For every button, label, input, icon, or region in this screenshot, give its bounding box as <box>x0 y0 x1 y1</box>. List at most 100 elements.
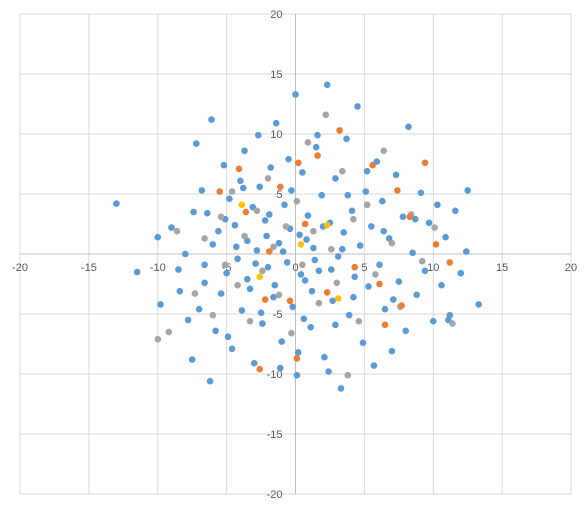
data-point <box>267 164 275 171</box>
data-point <box>220 161 228 169</box>
data-point <box>372 271 379 278</box>
data-point <box>430 317 437 325</box>
data-point <box>184 316 192 324</box>
data-point <box>329 297 337 305</box>
data-point <box>340 229 348 236</box>
data-point <box>237 177 244 185</box>
data-point <box>388 239 396 247</box>
data-point <box>344 371 352 379</box>
data-point <box>392 171 400 179</box>
data-point <box>301 277 309 284</box>
data-point <box>350 293 357 301</box>
data-point <box>464 187 472 194</box>
data-point <box>350 215 357 223</box>
data-point <box>296 231 303 239</box>
data-point <box>277 183 284 191</box>
data-point <box>234 255 241 263</box>
data-point <box>234 281 241 289</box>
data-point <box>310 227 317 235</box>
data-point <box>457 269 465 277</box>
x-tick-label: -5 <box>222 262 232 274</box>
data-point <box>297 241 305 248</box>
data-point <box>311 256 319 264</box>
data-point <box>289 303 297 311</box>
data-point <box>231 221 239 229</box>
data-point <box>113 200 120 207</box>
series-2 <box>216 127 454 373</box>
data-point <box>238 307 246 314</box>
data-point <box>264 263 272 271</box>
data-point <box>165 328 173 336</box>
data-point <box>334 253 342 260</box>
x-tick-label: 5 <box>361 262 367 274</box>
data-point <box>304 139 312 146</box>
data-point <box>413 291 421 299</box>
data-point <box>215 227 222 235</box>
data-point <box>315 299 323 307</box>
data-point <box>244 237 251 245</box>
data-point <box>325 368 332 375</box>
data-point <box>318 191 326 199</box>
data-point <box>208 116 215 123</box>
data-point <box>221 261 229 269</box>
data-point <box>195 305 203 313</box>
data-point <box>223 269 230 277</box>
data-point <box>283 259 291 266</box>
series-3 <box>238 201 342 302</box>
data-point <box>293 371 301 379</box>
y-tick-label: -5 <box>273 309 283 321</box>
data-point <box>362 188 370 195</box>
data-point <box>365 283 372 290</box>
data-point <box>257 309 265 317</box>
data-point <box>390 296 397 303</box>
data-point <box>359 339 367 347</box>
data-point <box>368 223 375 230</box>
data-point <box>264 175 272 182</box>
data-point <box>343 135 350 143</box>
data-point <box>395 278 403 285</box>
data-point <box>278 338 286 345</box>
data-point <box>442 233 449 241</box>
axes <box>20 14 571 494</box>
x-tick-label: 20 <box>565 262 577 274</box>
data-point <box>241 147 248 155</box>
data-point <box>394 187 401 194</box>
data-point <box>270 293 277 301</box>
x-tick-label: -15 <box>81 262 97 274</box>
data-point <box>418 257 426 265</box>
data-point <box>307 323 315 331</box>
data-point <box>209 311 217 319</box>
data-point <box>226 195 233 203</box>
data-point <box>299 261 306 269</box>
data-point <box>336 127 343 134</box>
series-1 <box>154 111 456 379</box>
data-point <box>402 327 410 335</box>
data-point <box>303 236 310 243</box>
data-point <box>354 103 361 110</box>
data-point <box>256 183 264 191</box>
data-point <box>176 287 184 295</box>
data-point <box>252 260 259 267</box>
data-point <box>380 227 388 235</box>
x-tick-label: 0 <box>292 262 298 274</box>
data-point <box>463 248 470 255</box>
data-point <box>239 184 247 192</box>
data-point <box>328 266 335 273</box>
data-point <box>209 241 217 248</box>
y-tick-label: 5 <box>276 189 282 201</box>
data-point <box>432 241 440 248</box>
data-point <box>369 161 376 169</box>
data-point <box>356 242 364 249</box>
data-point <box>238 201 246 209</box>
data-point <box>154 233 162 241</box>
data-point <box>293 197 301 205</box>
data-point <box>339 245 346 253</box>
data-point <box>292 91 299 98</box>
y-tick-label: 15 <box>270 69 282 81</box>
data-point <box>272 119 280 127</box>
data-point <box>253 207 261 215</box>
data-point <box>475 301 483 308</box>
data-point <box>381 321 389 329</box>
data-point <box>348 207 356 215</box>
data-point <box>242 208 250 216</box>
